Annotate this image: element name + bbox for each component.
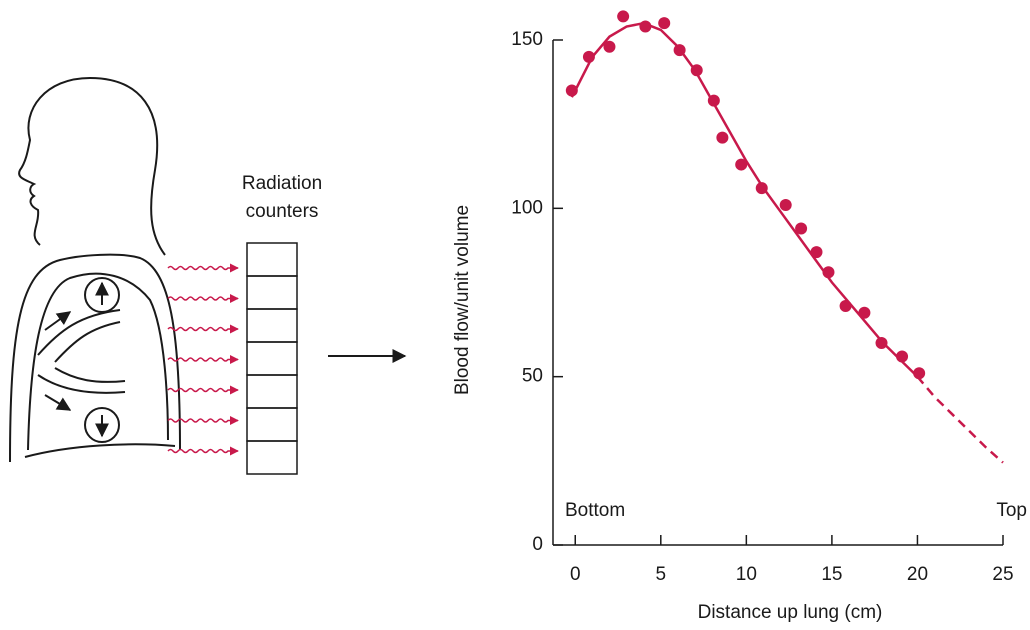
diagram-label: Radiation [242, 173, 322, 194]
y-tick-label: 100 [511, 197, 543, 218]
wave-arrow [167, 355, 239, 364]
counter-box [246, 341, 298, 376]
data-point [735, 158, 748, 171]
data-point [810, 246, 823, 259]
alveolus [84, 407, 120, 443]
data-point [707, 94, 720, 107]
data-point [673, 44, 686, 57]
data-point [875, 337, 888, 349]
counter-box [246, 242, 298, 277]
annotation: Top [996, 500, 1027, 521]
data-point [716, 131, 729, 144]
y-tick-label: 50 [522, 366, 543, 387]
wave-arrow [167, 446, 239, 456]
wave-arrow [167, 324, 239, 334]
counter-box [246, 275, 298, 310]
data-point [913, 367, 926, 380]
vessel [37, 309, 126, 394]
data-point [822, 266, 835, 279]
x-tick-label: 5 [656, 564, 667, 585]
fit-curve [570, 21, 919, 378]
x-tick-label: 20 [907, 564, 928, 585]
data-point [779, 198, 792, 211]
y-tick-label: 150 [511, 29, 543, 50]
data-point [839, 299, 852, 312]
radiation-waves [167, 263, 239, 456]
wave-arrow [167, 294, 239, 303]
data-point [690, 64, 703, 77]
data-point [755, 182, 768, 195]
x-tick-label: 15 [821, 564, 842, 585]
counter-box [246, 407, 298, 442]
data-point [858, 306, 871, 319]
flow-arrow [44, 394, 72, 411]
head-outline [18, 76, 166, 256]
lung-diagram: Radiation counters [9, 76, 407, 475]
x-tick-label: 0 [570, 564, 581, 585]
wave-arrow [167, 416, 239, 425]
counter-box [246, 440, 298, 475]
x-tick-label: 25 [992, 564, 1013, 585]
annotation: Bottom [565, 500, 625, 521]
x-tick-label: 10 [736, 564, 757, 585]
data-point [896, 350, 909, 363]
data-point [658, 17, 671, 30]
data-point [603, 40, 616, 53]
data-point [639, 20, 652, 33]
chest-outline [9, 253, 181, 463]
data-point [565, 84, 578, 97]
y-tick-label: 0 [532, 534, 543, 555]
diaphragm [24, 443, 176, 458]
diagram-label: counters [246, 201, 319, 222]
flow-arrow [44, 311, 72, 331]
data-point [617, 10, 630, 23]
data-point [795, 222, 808, 235]
counter-stack [246, 242, 298, 475]
y-axis-label: Blood flow/unit volume [452, 205, 473, 395]
counter-box [246, 308, 298, 343]
wave-arrow [167, 385, 239, 395]
data-point [582, 50, 595, 63]
alveolus [84, 277, 120, 313]
wave-arrow [167, 263, 239, 273]
counter-box [246, 374, 298, 409]
fit-curve [916, 375, 1004, 464]
lung-base [27, 272, 169, 451]
x-axis-label: Distance up lung (cm) [698, 602, 883, 623]
